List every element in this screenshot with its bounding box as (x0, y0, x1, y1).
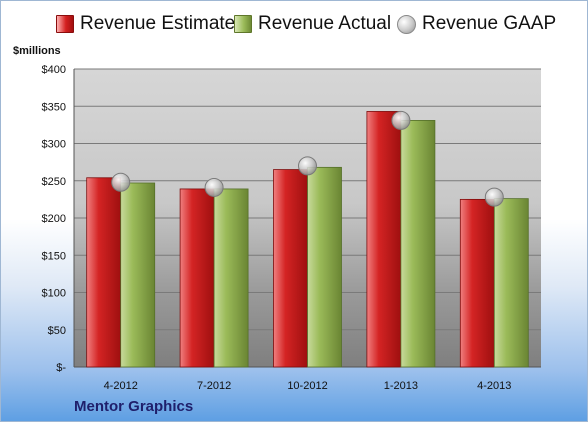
y-tick-label: $- (56, 362, 66, 374)
y-tick-label: $250 (42, 176, 66, 188)
x-tick-label: 1-2013 (384, 380, 418, 392)
point-revenue-gaap (111, 172, 131, 192)
legend-label-revenue-estimate: Revenue Estimate (80, 13, 236, 34)
bar-revenue-actual (307, 166, 342, 368)
y-tick-label: $400 (42, 64, 66, 76)
legend: Revenue Estimate Revenue Actual Revenue … (1, 13, 587, 43)
legend-item-revenue-estimate: Revenue Estimate (56, 13, 235, 35)
y-tick-label: $150 (42, 250, 66, 262)
red-bar-swatch-icon (56, 15, 74, 33)
company-name: Mentor Graphics (74, 398, 194, 415)
legend-label-revenue-actual: Revenue Actual (258, 13, 392, 34)
y-tick-label: $300 (42, 139, 66, 151)
y-axis-unit-label: $millions (13, 45, 61, 57)
bar-revenue-actual (400, 120, 436, 368)
x-tick-label: 4-2012 (104, 380, 138, 392)
x-tick-label: 7-2012 (197, 380, 231, 392)
point-revenue-gaap (391, 110, 411, 130)
bar-revenue-actual (493, 198, 529, 368)
point-revenue-gaap (204, 177, 224, 197)
point-revenue-gaap (484, 187, 504, 207)
bar-revenue-estimate (366, 111, 402, 368)
green-bar-swatch-icon (234, 15, 252, 33)
bar-revenue-estimate (459, 198, 495, 368)
gray-sphere-marker-icon (397, 14, 416, 34)
legend-item-revenue-actual: Revenue Actual (234, 13, 391, 35)
y-tick-label: $350 (42, 101, 66, 113)
y-tick-label: $200 (42, 213, 66, 225)
y-tick-label: $50 (48, 325, 66, 337)
x-tick-label: 10-2012 (287, 380, 327, 392)
legend-item-revenue-gaap: Revenue GAAP (397, 13, 556, 35)
bar-revenue-estimate (179, 188, 215, 368)
bar-revenue-actual (213, 188, 249, 368)
y-tick-label: $100 (42, 288, 66, 300)
bar-revenue-estimate (86, 177, 122, 368)
bar-revenue-estimate (273, 169, 308, 368)
bar-revenue-actual (120, 182, 156, 368)
x-tick-label: 4-2013 (477, 380, 511, 392)
point-revenue-gaap (298, 156, 317, 176)
legend-label-revenue-gaap: Revenue GAAP (422, 13, 557, 34)
